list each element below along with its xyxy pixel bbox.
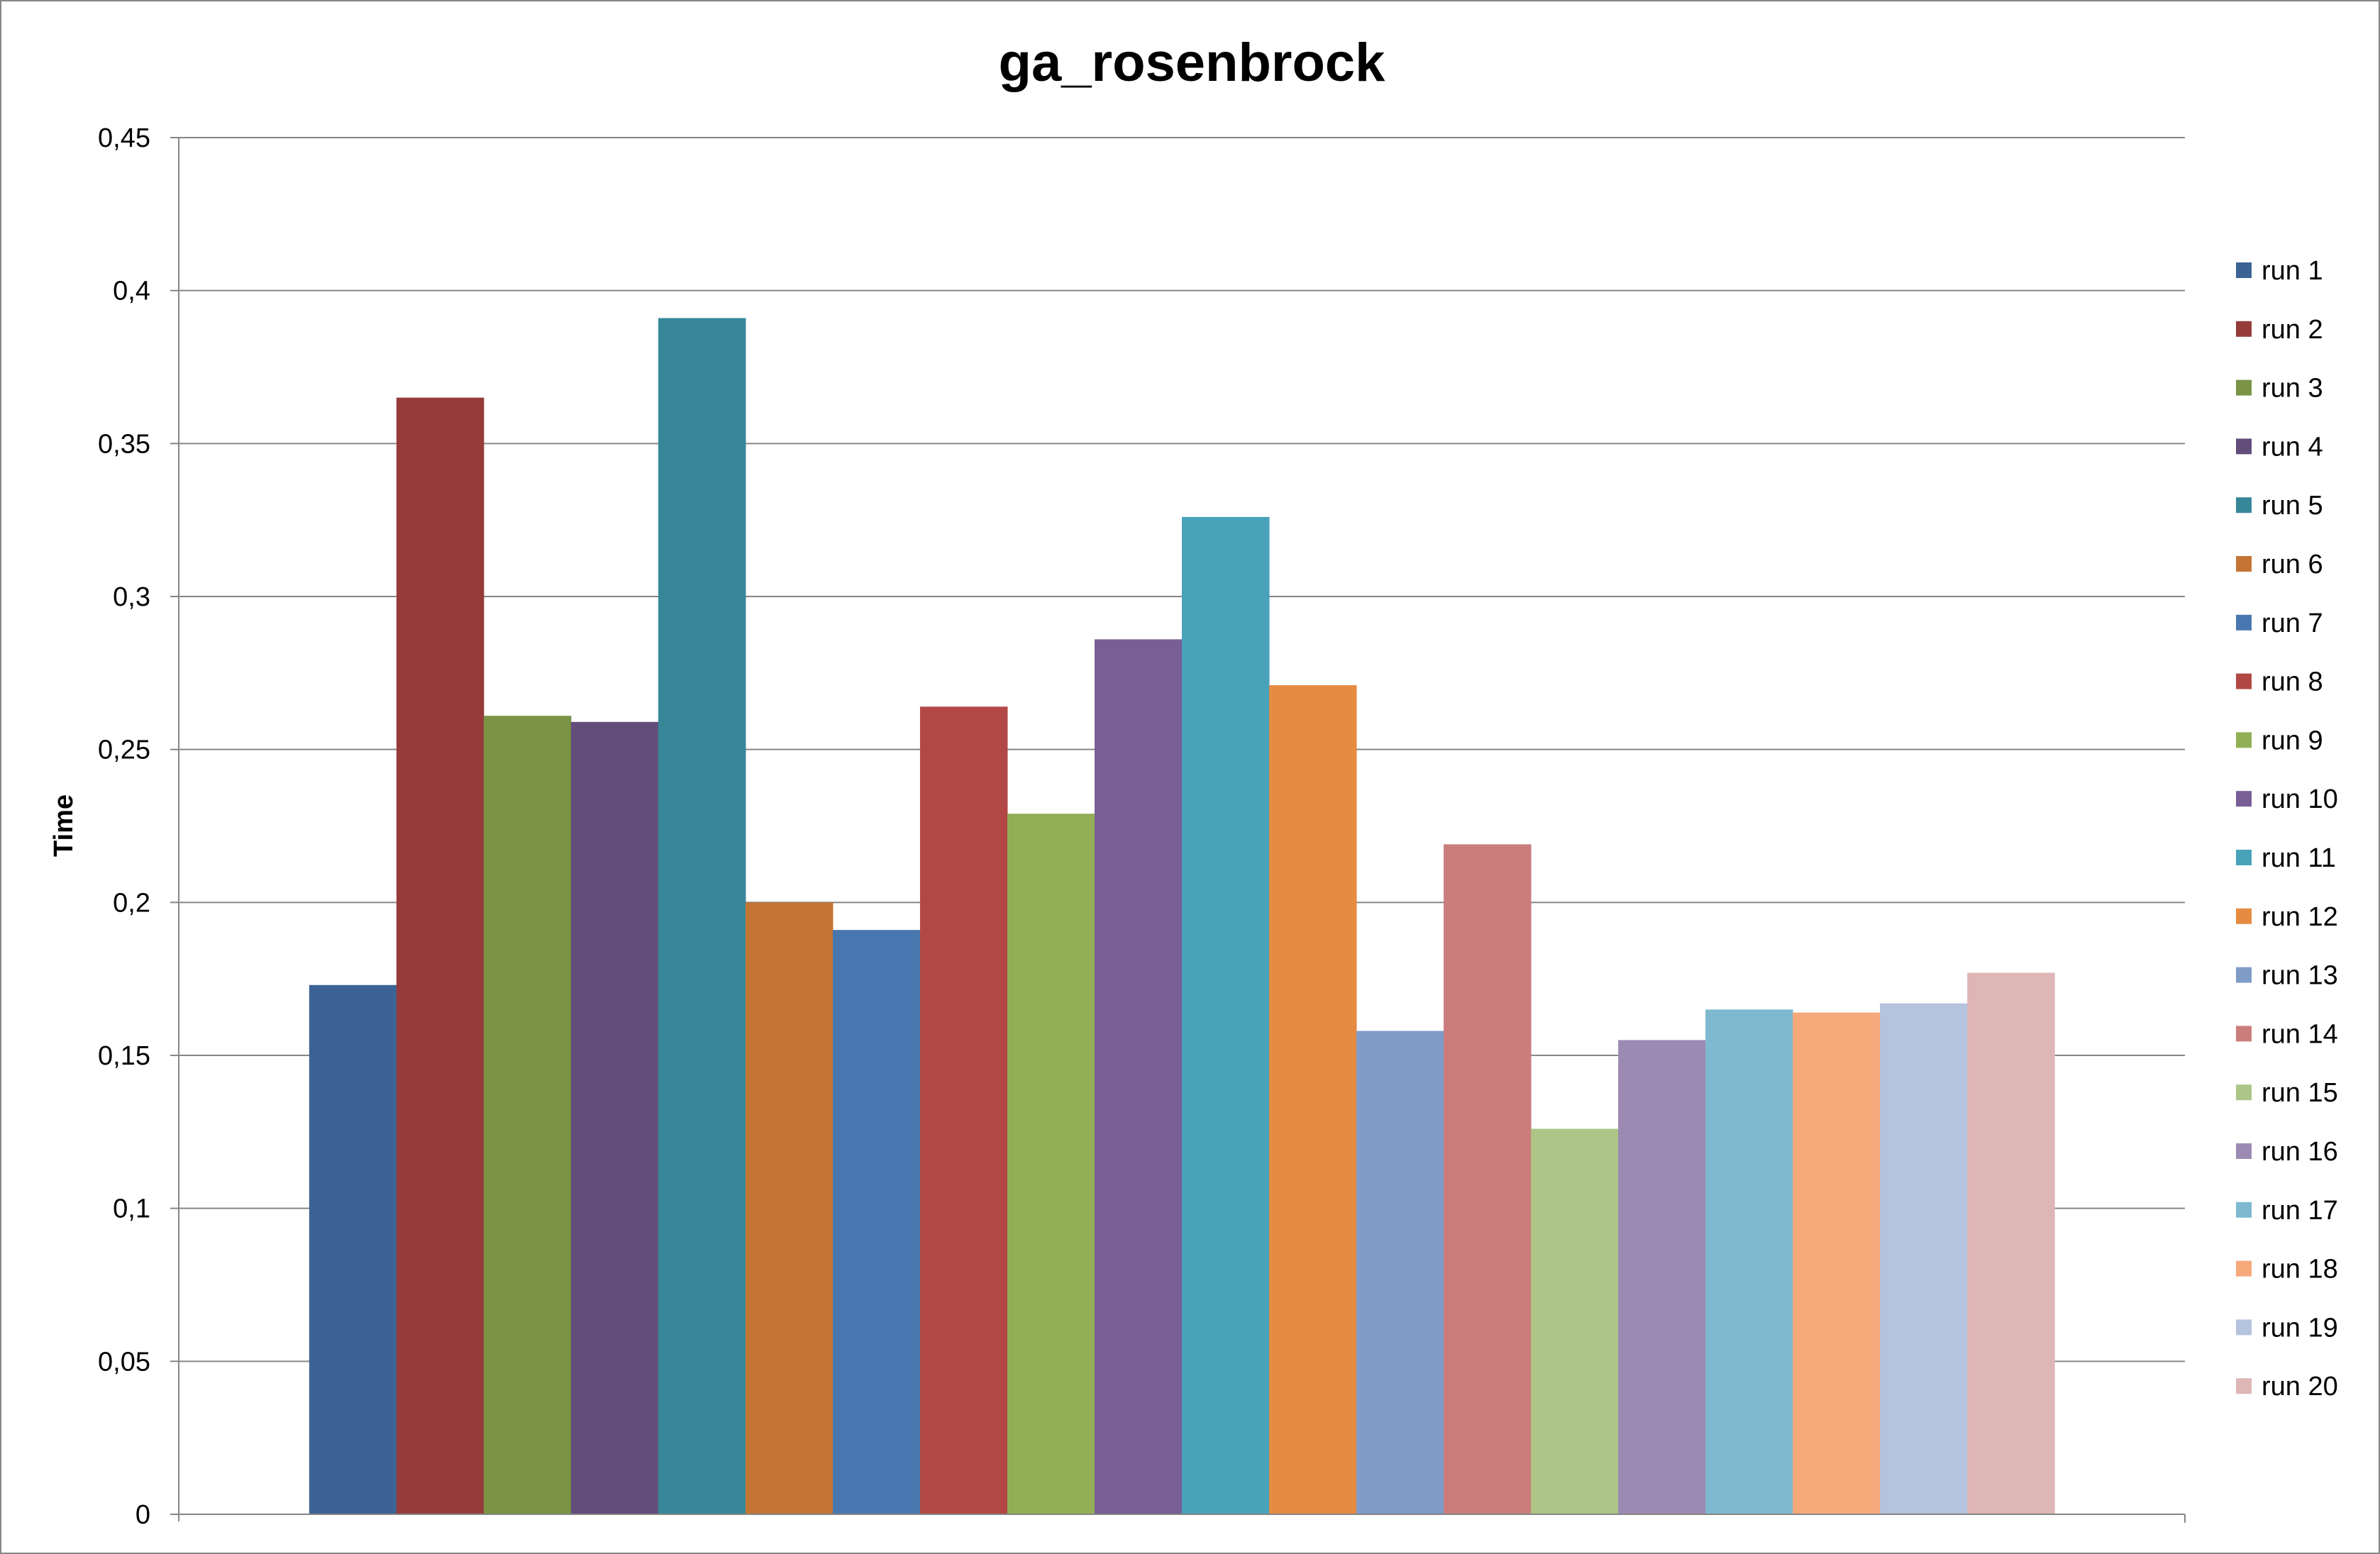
bars bbox=[309, 318, 2055, 1515]
legend-swatch bbox=[2236, 732, 2252, 748]
y-tick-label: 0,35 bbox=[98, 429, 150, 459]
legend-swatch bbox=[2236, 1319, 2252, 1336]
legend-swatch bbox=[2236, 556, 2252, 572]
y-tick-labels: 0 0,05 0,1 0,15 0,2 0,25 0,3 0,35 0,4 0,45 bbox=[98, 123, 150, 1530]
y-tick-label: 0,1 bbox=[113, 1194, 150, 1224]
legend-swatch bbox=[2236, 614, 2252, 631]
legend-label: run 5 bbox=[2262, 491, 2323, 521]
legend-swatch bbox=[2236, 1026, 2252, 1042]
bar-run-5 bbox=[658, 318, 746, 1514]
y-tick-label: 0,3 bbox=[113, 582, 150, 612]
bar-run-14 bbox=[1444, 844, 1532, 1514]
bar-run-2 bbox=[396, 397, 485, 1515]
y-tick-label: 0,2 bbox=[113, 888, 150, 918]
bar-run-16 bbox=[1618, 1040, 1706, 1514]
legend-label: run 14 bbox=[2262, 1019, 2338, 1049]
y-axis-label: Time bbox=[49, 794, 79, 857]
axes bbox=[170, 137, 2186, 1523]
legend-label: run 6 bbox=[2262, 550, 2323, 579]
legend-swatch bbox=[2236, 1084, 2252, 1101]
legend-swatch bbox=[2236, 967, 2252, 983]
bar-run-10 bbox=[1094, 639, 1183, 1514]
legend-label: run 15 bbox=[2262, 1078, 2338, 1108]
legend-swatch bbox=[2236, 908, 2252, 924]
legend-swatch bbox=[2236, 379, 2252, 396]
legend-label: run 10 bbox=[2262, 784, 2338, 814]
bar-run-15 bbox=[1531, 1128, 1619, 1514]
bar-run-9 bbox=[1007, 814, 1095, 1514]
legend-label: run 12 bbox=[2262, 902, 2338, 932]
bar-run-7 bbox=[832, 930, 921, 1514]
legend-label: run 8 bbox=[2262, 667, 2323, 697]
legend-label: run 17 bbox=[2262, 1196, 2338, 1226]
bar-run-19 bbox=[1880, 1003, 1968, 1514]
legend-label: run 7 bbox=[2262, 609, 2323, 638]
bar-run-3 bbox=[483, 716, 572, 1514]
legend-label: run 19 bbox=[2262, 1313, 2338, 1343]
y-tick-label: 0,45 bbox=[98, 123, 150, 153]
legend-label: run 13 bbox=[2262, 961, 2338, 991]
legend-swatch bbox=[2236, 1378, 2252, 1394]
bar-run-17 bbox=[1705, 1009, 1793, 1514]
legend-label: run 20 bbox=[2262, 1372, 2338, 1402]
bar-run-18 bbox=[1793, 1012, 1881, 1514]
legend-label: run 9 bbox=[2262, 726, 2323, 755]
bar-run-6 bbox=[745, 902, 834, 1514]
legend-label: run 16 bbox=[2262, 1137, 2338, 1167]
chart-title: ga_rosenbrock bbox=[999, 33, 1386, 93]
legend-swatch bbox=[2236, 850, 2252, 865]
bar-run-12 bbox=[1269, 685, 1357, 1514]
y-tick-label: 0,05 bbox=[98, 1347, 150, 1377]
bar-run-13 bbox=[1356, 1031, 1444, 1514]
y-tick-label: 0,4 bbox=[113, 277, 150, 306]
legend-label: run 3 bbox=[2262, 374, 2323, 404]
legend-swatch bbox=[2236, 1260, 2252, 1277]
legend-swatch bbox=[2236, 673, 2252, 689]
legend: run 1 run 2 run 3 run 4 run 5 run 6 run 7 run 8… bbox=[2236, 256, 2338, 1402]
legend-label: run 4 bbox=[2262, 432, 2323, 462]
legend-swatch bbox=[2236, 1143, 2252, 1159]
legend-label: run 11 bbox=[2262, 843, 2336, 873]
y-tick-label: 0 bbox=[135, 1500, 150, 1530]
bar-run-8 bbox=[919, 706, 1008, 1514]
legend-swatch bbox=[2236, 438, 2252, 455]
legend-swatch bbox=[2236, 497, 2252, 514]
y-tick-label: 0,15 bbox=[98, 1041, 150, 1071]
bar-run-20 bbox=[1967, 972, 2055, 1514]
legend-label: run 18 bbox=[2262, 1255, 2338, 1284]
legend-label: run 1 bbox=[2262, 256, 2323, 286]
legend-swatch bbox=[2236, 1201, 2252, 1218]
bar-run-1 bbox=[309, 984, 397, 1514]
legend-swatch bbox=[2236, 262, 2252, 278]
legend-swatch bbox=[2236, 791, 2252, 807]
bar-run-4 bbox=[570, 721, 659, 1514]
legend-label: run 2 bbox=[2262, 315, 2323, 345]
y-tick-label: 0,25 bbox=[98, 736, 150, 765]
legend-swatch bbox=[2236, 321, 2252, 337]
bar-run-11 bbox=[1182, 516, 1270, 1515]
